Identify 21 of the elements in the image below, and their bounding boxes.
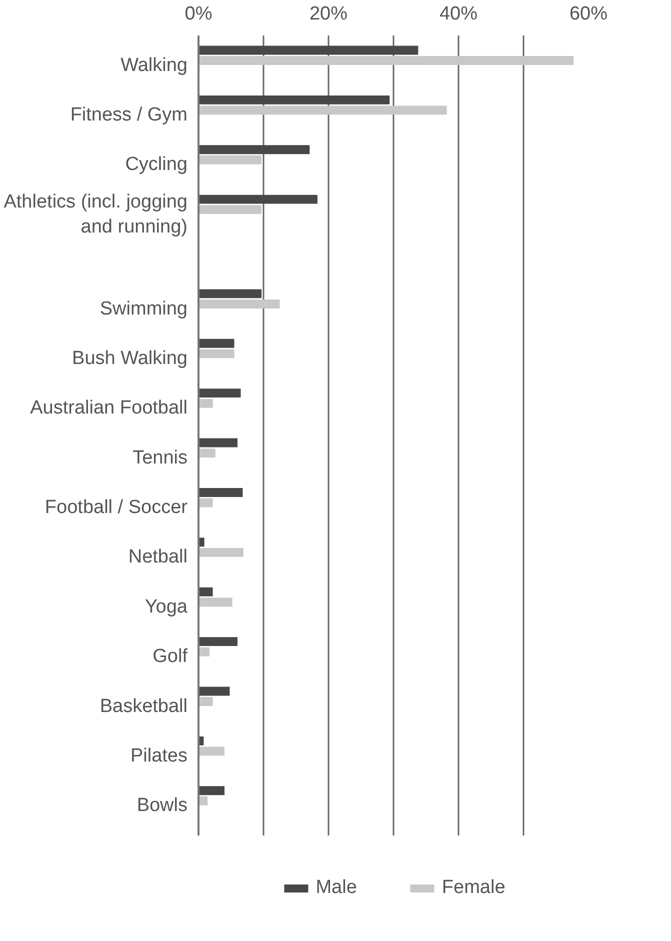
y-tick-label: Bush Walking: [72, 348, 188, 369]
y-tick-label: Athletics (incl. jogging and running): [4, 191, 188, 238]
y-tick-label: Yoga: [144, 596, 188, 618]
y-tick-label: Cycling: [125, 154, 188, 176]
y-tick-label: Golf: [152, 646, 188, 668]
y-tick-label: Australian Football: [30, 398, 188, 419]
y-tick-label: Tennis: [132, 447, 188, 468]
y-tick-label: Bowls: [136, 795, 188, 816]
x-tick-label: 60%: [569, 4, 608, 24]
legend-label: Female: [442, 877, 506, 899]
x-tick-label: 0%: [184, 4, 212, 24]
y-tick-label: Basketball: [100, 696, 188, 717]
y-tick-label: Swimming: [100, 298, 188, 320]
x-tick-label: 40%: [439, 4, 478, 24]
y-tick-label: Football / Soccer: [44, 497, 188, 518]
y-tick-label: Walking: [120, 54, 188, 76]
legend-label: Male: [316, 877, 357, 899]
y-tick-label: Pilates: [130, 745, 188, 766]
y-tick-label: Netball: [128, 546, 188, 568]
x-tick-label: 20%: [309, 4, 348, 24]
y-tick-label: Fitness / Gym: [70, 104, 188, 126]
